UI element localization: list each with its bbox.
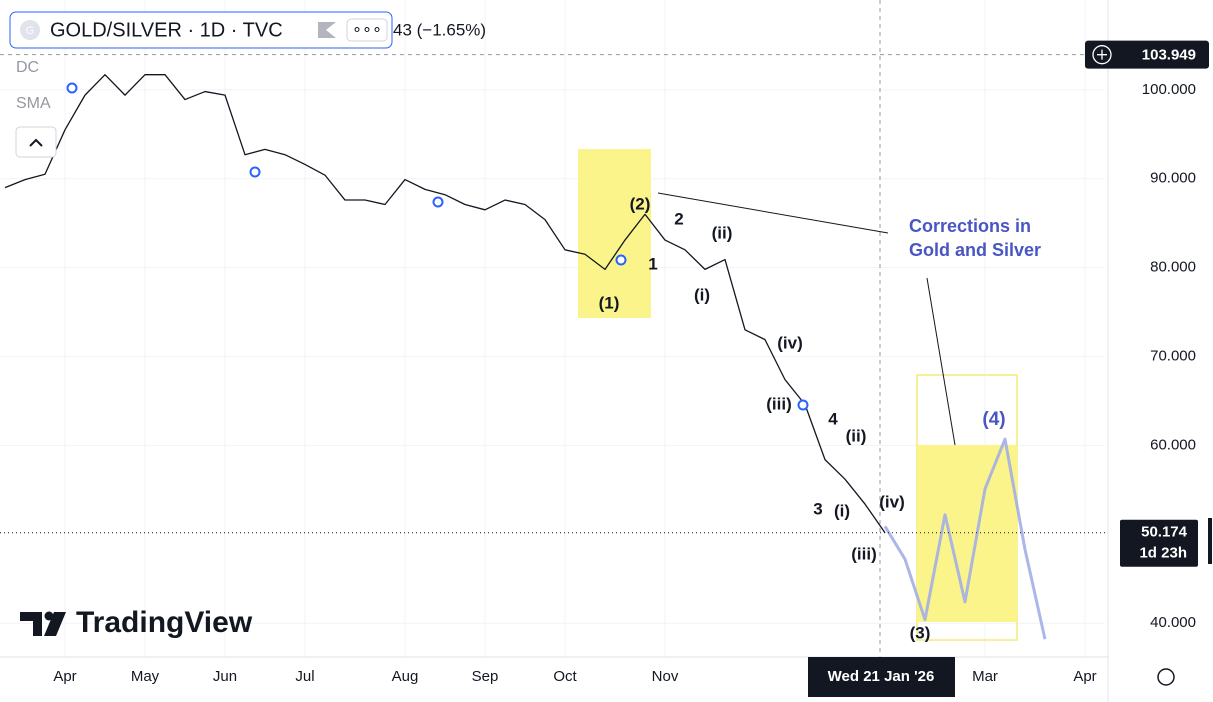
y-tick-label: 80.000: [1150, 259, 1196, 276]
indicator-label: DC: [16, 59, 39, 76]
wave-label: (3): [910, 623, 931, 642]
wave-label: (i): [694, 285, 710, 304]
wave-label: (iii): [851, 544, 877, 563]
symbol-icon-letter: G: [26, 25, 35, 37]
wave-label: 4: [828, 409, 838, 428]
x-tick-label: Mar: [972, 668, 998, 685]
event-marker[interactable]: [615, 254, 627, 266]
y-tick-label: 60.000: [1150, 436, 1196, 453]
collapse-icon: [29, 138, 43, 147]
symbol-box[interactable]: [9, 11, 393, 49]
crosshair-price-box: [1085, 40, 1209, 69]
wave-label: (2): [630, 194, 651, 213]
y-tick-label: 40.000: [1150, 614, 1196, 631]
x-tick-label: Sep: [472, 668, 499, 685]
wave-label: (1): [599, 293, 620, 312]
grid: [0, 0, 1105, 657]
settings-icon[interactable]: [1157, 668, 1175, 686]
pointer-line: [657, 192, 889, 234]
add-alert-icon[interactable]: [1092, 45, 1112, 65]
add-alert-plus: [1097, 49, 1107, 60]
pointer-line: [926, 277, 956, 446]
scroll-handle: [1208, 518, 1212, 564]
x-tick-label: May: [131, 668, 160, 685]
event-marker[interactable]: [66, 82, 78, 94]
wave-label: (i): [834, 501, 850, 520]
y-tick-label: 90.000: [1150, 170, 1196, 187]
symbol-title: GOLD/SILVER · 1D · TVC: [50, 19, 283, 41]
y-tick-label: 70.000: [1150, 347, 1196, 364]
event-marker[interactable]: [249, 166, 261, 178]
wave-label: 3: [813, 499, 822, 518]
wave-label: (4): [982, 409, 1005, 430]
flag-icon[interactable]: [318, 22, 336, 38]
last-price-label: 50.174: [1141, 524, 1188, 541]
crosshair-date-box: [808, 657, 955, 697]
event-marker[interactable]: [797, 399, 809, 411]
x-tick-label: Jul: [295, 668, 314, 685]
crosshair-price-label: 103.949: [1142, 47, 1196, 64]
x-tick-label: Jun: [213, 668, 237, 685]
crosshair-date-label: Wed 21 Jan '26: [828, 668, 935, 685]
collapse-button[interactable]: [15, 126, 57, 158]
callout-text: Corrections in: [909, 216, 1031, 236]
more-button[interactable]: [346, 18, 388, 42]
y-tick-label: 100.000: [1142, 81, 1196, 98]
price-line: [4, 74, 886, 534]
event-marker[interactable]: [432, 196, 444, 208]
countdown-label: 1d 23h: [1139, 545, 1187, 562]
x-tick-label: Aug: [392, 668, 419, 685]
symbol-icon: [20, 20, 40, 40]
x-tick-label: Apr: [53, 668, 76, 685]
price-change: 43 (−1.65%): [393, 20, 486, 39]
logo: [20, 611, 66, 636]
last-price-box: [1120, 519, 1198, 567]
callout-text: Gold and Silver: [909, 240, 1041, 260]
x-tick-label: Oct: [553, 668, 577, 685]
highlight-box: [578, 149, 651, 318]
wave-label: (ii): [712, 223, 733, 242]
plot: [4, 74, 1047, 640]
x-tick-label: Nov: [652, 668, 679, 685]
wave-label: (iv): [777, 333, 803, 352]
wave-label: (iv): [879, 492, 905, 511]
wave-label: (iii): [766, 394, 792, 413]
wave-label: 2: [674, 209, 683, 228]
projection-line: [883, 437, 1047, 640]
event-markers: [66, 82, 809, 411]
watermark: TradingView: [76, 606, 253, 639]
wave-label: 1: [648, 254, 657, 273]
more-icon: ∘∘∘: [352, 21, 382, 38]
overlay: 40.000 60.000 70.000 80.000 90.000 100.000 Apr…: [0, 40, 1212, 697]
indicator-label: SMA: [16, 95, 51, 112]
wave-label: (ii): [846, 426, 867, 445]
x-tick-label: Apr: [1073, 668, 1096, 685]
